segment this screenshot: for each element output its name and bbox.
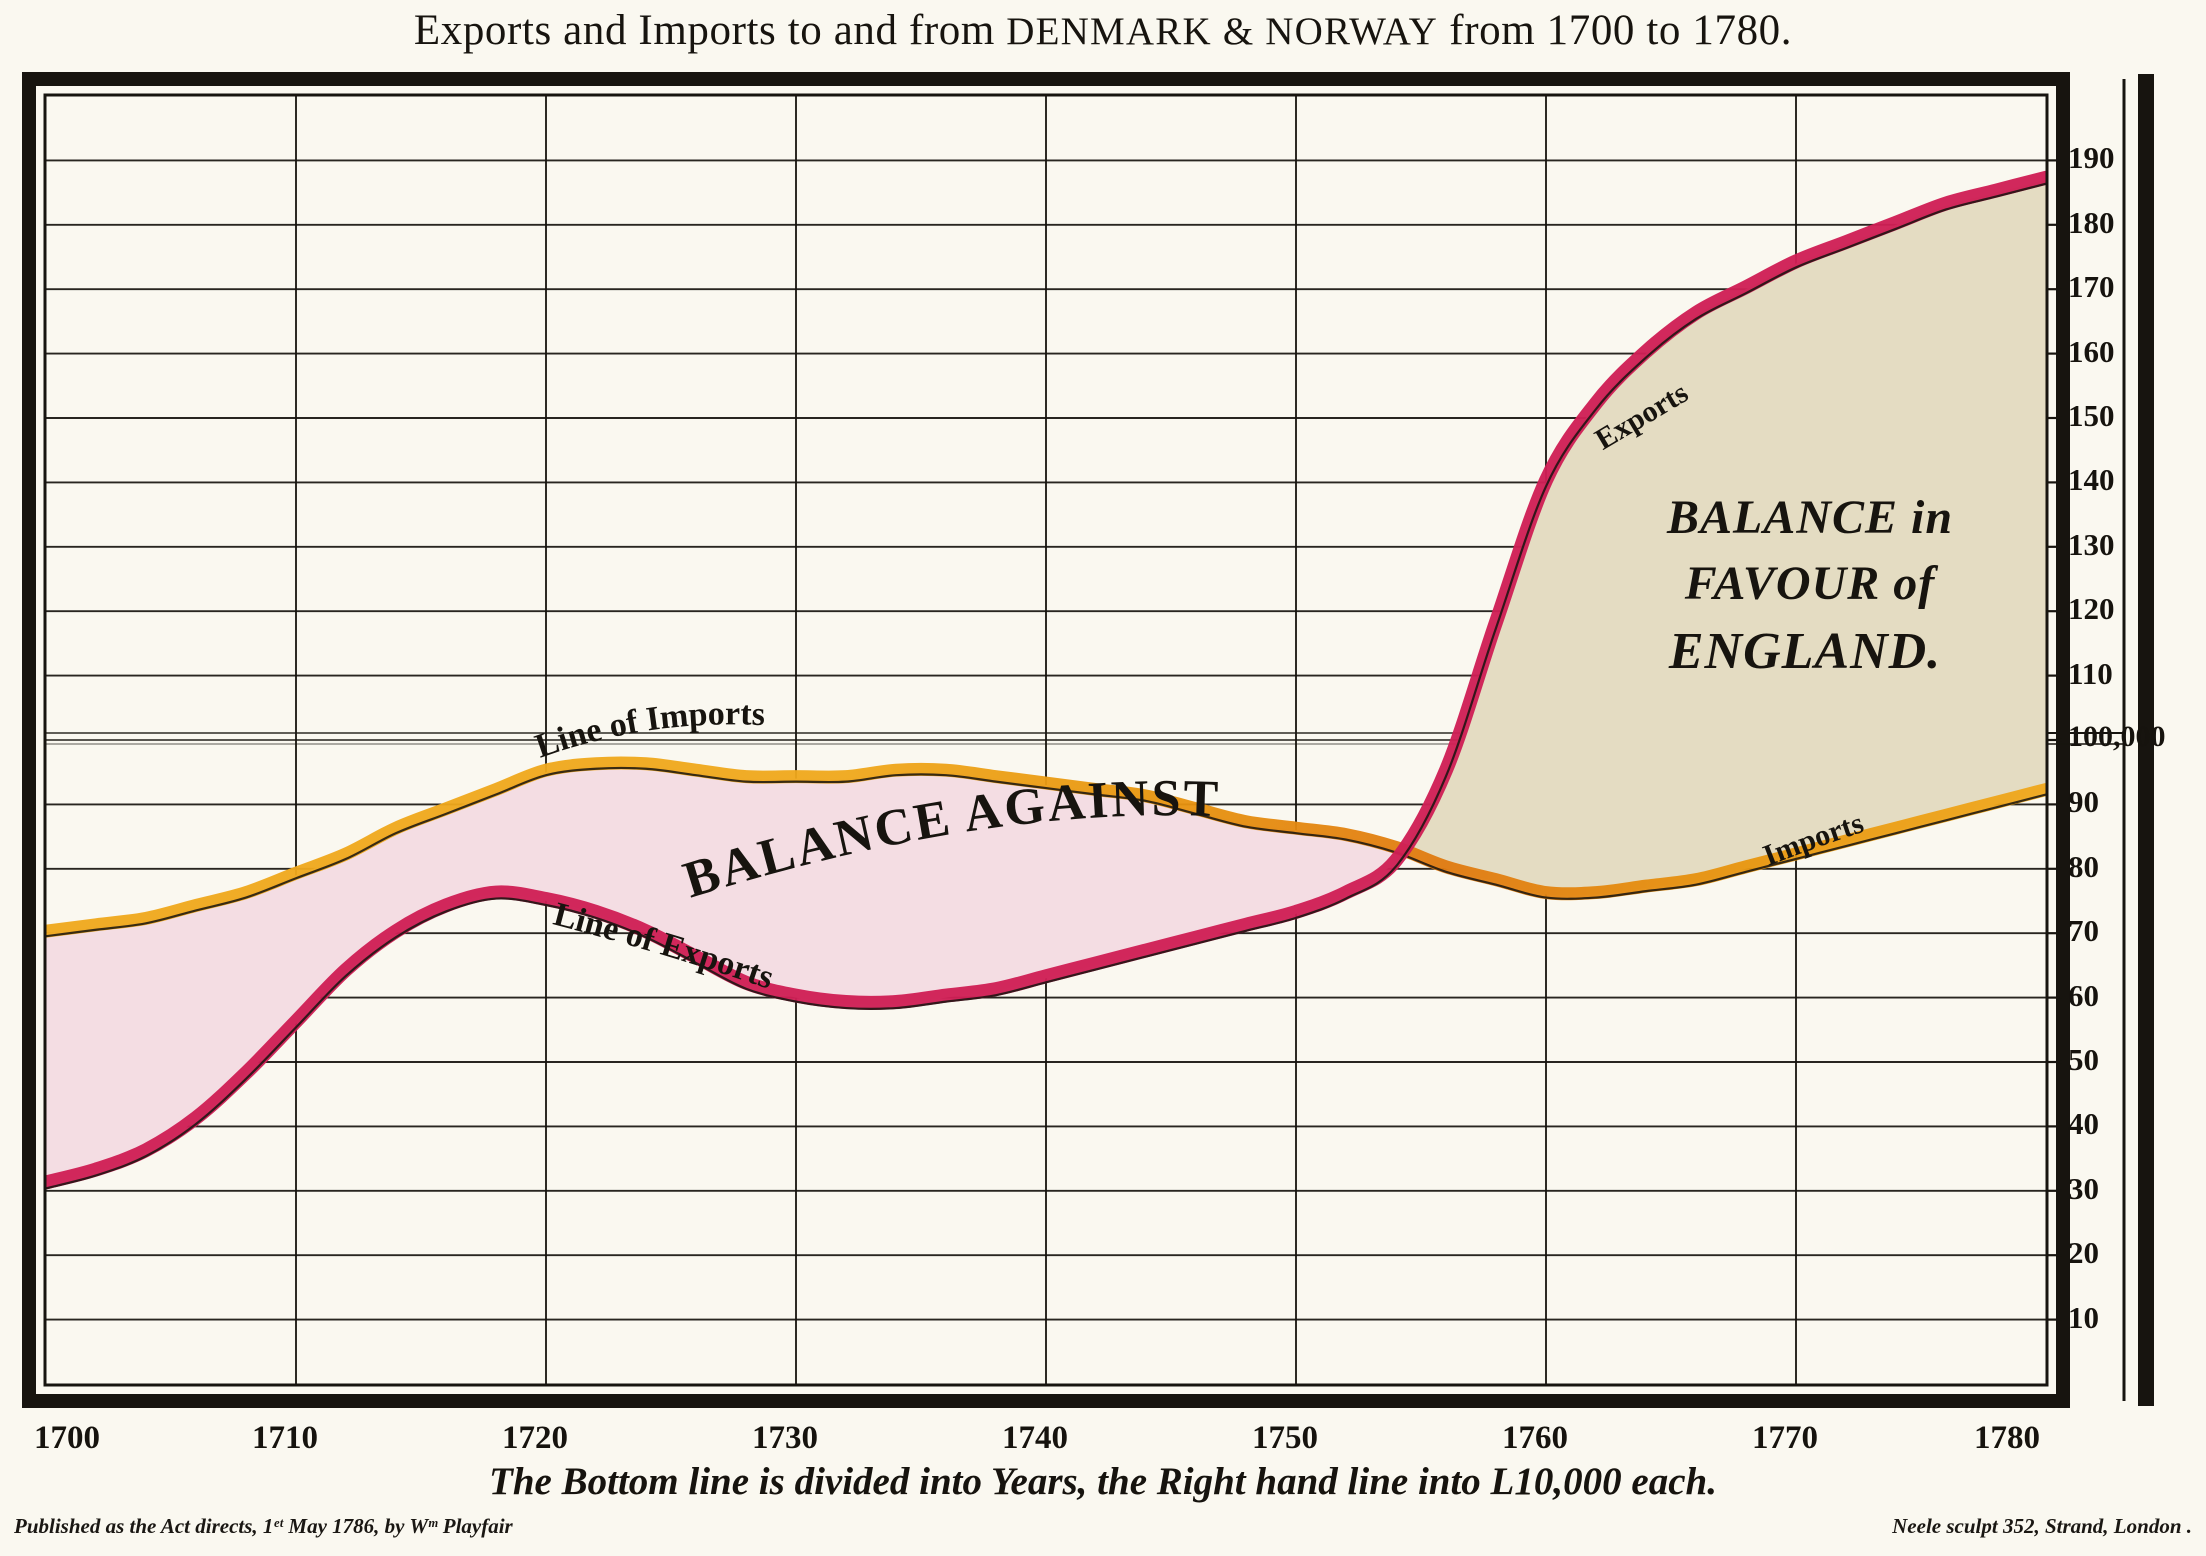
publisher-note-left: Published as the Act directs, 1ᵉᵗ May 17… (14, 1514, 513, 1538)
y-tick-170: 170 (2068, 269, 2115, 305)
y-tick-70: 70 (2068, 913, 2099, 949)
frame-layer (22, 72, 2154, 1408)
area-layer (46, 179, 2046, 1185)
x-tick-1730: 1730 (752, 1420, 818, 1456)
y-tick-110: 110 (2068, 655, 2113, 691)
balance-favour-line2: FAVOUR of (1684, 557, 1936, 610)
balance-favour-line3: ENGLAND. (1668, 623, 1942, 680)
y-tick-180: 180 (2068, 204, 2115, 240)
y-tick-160: 160 (2068, 333, 2115, 369)
chart-title-countries: DENMARK & NORWAY (1006, 10, 1438, 53)
y-tick-80: 80 (2068, 848, 2099, 884)
y-tick-190: 190 (2068, 140, 2115, 176)
y-tick-150: 150 (2068, 398, 2115, 433)
x-tick-1700: 1700 (34, 1420, 100, 1456)
x-tick-1760: 1760 (1502, 1420, 1568, 1456)
chart-title: Exports and Imports to and from DENMARK … (0, 6, 2206, 55)
chart-title-part1: Exports and Imports to and from (413, 7, 1007, 54)
x-tick-1710: 1710 (252, 1420, 318, 1456)
publisher-note-right: Neele sculpt 352, Strand, London . (1892, 1514, 2192, 1538)
chart-title-part3: from 1700 to 1780. (1437, 7, 1793, 54)
y-tick-140: 140 (2068, 462, 2115, 498)
balance-favour-line1: BALANCE in (1666, 491, 1954, 544)
y-tick-90: 90 (2068, 784, 2099, 820)
y-tick-50: 50 (2068, 1042, 2099, 1077)
x-tick-1780: 1780 (1974, 1420, 2040, 1456)
y-tick-100000: 100,000 (2068, 720, 2166, 753)
x-tick-1770: 1770 (1752, 1420, 1818, 1456)
y-tick-60: 60 (2068, 977, 2099, 1013)
x-tick-1750: 1750 (1252, 1420, 1318, 1456)
y-tick-40: 40 (2068, 1106, 2099, 1142)
bottom-caption: The Bottom line is divided into Years, t… (489, 1460, 1717, 1503)
y-tick-30: 30 (2068, 1170, 2099, 1206)
line-of-imports-label: Line of Imports (531, 695, 766, 765)
x-tick-1720: 1720 (502, 1420, 568, 1456)
y-tick-20: 20 (2068, 1235, 2099, 1271)
y-tick-10: 10 (2068, 1299, 2099, 1335)
x-tick-1740: 1740 (1002, 1420, 1068, 1456)
curve-layer (46, 170, 2046, 1190)
y-tick-120: 120 (2068, 591, 2115, 627)
y-tick-130: 130 (2068, 526, 2115, 562)
